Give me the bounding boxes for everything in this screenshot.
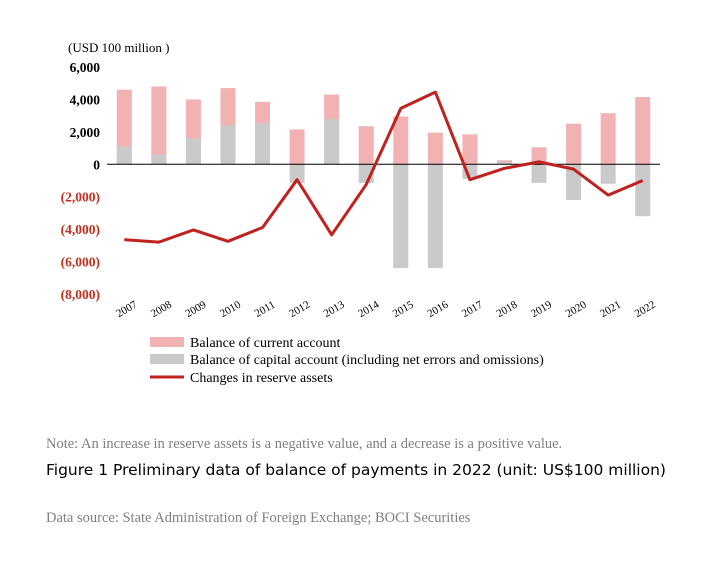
capital-account-bar-2007 — [116, 146, 132, 165]
balance-of-payments-chart: (USD 100 million ) 6,000 4,000 2,000 0 (2,00… — [61, 40, 660, 386]
y-tick-label: 2,000 — [70, 125, 101, 140]
y-tick-label: (2,000) — [61, 190, 100, 205]
current-account-bar-2021 — [600, 113, 616, 165]
x-tick-label: 2020 — [564, 298, 589, 320]
current-account-bar-2019 — [531, 147, 547, 165]
current-account-bar-2016 — [427, 132, 443, 165]
capital-account-bar-2012 — [289, 164, 305, 183]
current-account-bar-2014 — [358, 126, 374, 165]
capital-account-bar-2019 — [531, 164, 547, 183]
y-tick-label: 4,000 — [70, 92, 101, 107]
data-source: Data source: State Administration of For… — [46, 510, 471, 526]
capital-account-bars — [116, 118, 651, 269]
x-tick-label: 2019 — [529, 298, 554, 320]
capital-account-bar-2008 — [151, 154, 167, 165]
current-account-bar-2015 — [393, 116, 409, 165]
current-account-bar-2012 — [289, 129, 305, 165]
y-tick-label: 6,000 — [70, 60, 101, 75]
current-account-bar-2022 — [635, 96, 651, 165]
x-tick-label: 2017 — [460, 298, 485, 320]
figure-title: Figure 1 Preliminary data of balance of … — [46, 461, 666, 479]
x-tick-label: 2015 — [391, 298, 416, 320]
y-tick-label: (6,000) — [61, 255, 100, 270]
legend: Balance of current account Balance of ca… — [150, 336, 544, 386]
legend-swatch-current-account — [150, 337, 184, 347]
x-tick-label: 2012 — [287, 299, 312, 320]
capital-account-bar-2010 — [220, 125, 236, 165]
current-account-bar-2017 — [462, 134, 478, 165]
current-account-bar-2008 — [151, 86, 167, 165]
x-tick-label: 2008 — [149, 298, 174, 320]
x-tick-label: 2018 — [494, 298, 519, 320]
y-axis-unit-label: (USD 100 million ) — [68, 40, 169, 55]
capital-account-bar-2016 — [427, 164, 443, 269]
capital-account-bar-2009 — [185, 138, 201, 165]
legend-label-reserve-assets: Changes in reserve assets — [190, 371, 333, 386]
x-tick-label: 2022 — [633, 299, 658, 320]
capital-account-bar-2018 — [496, 161, 512, 165]
current-account-bar-2020 — [566, 123, 582, 165]
x-tick-label: 2011 — [253, 299, 278, 320]
y-axis-ticks: 6,000 4,000 2,000 0 (2,000) (4,000) (6,000) (8,… — [61, 60, 101, 302]
x-tick-label: 2007 — [114, 298, 139, 320]
x-tick-label: 2016 — [425, 298, 450, 320]
reserve-assets-line — [124, 90, 644, 244]
capital-account-bar-2013 — [324, 118, 340, 165]
x-tick-label: 2009 — [183, 298, 208, 320]
legend-label-current-account: Balance of current account — [190, 336, 341, 351]
legend-swatch-capital-account — [150, 354, 184, 364]
y-tick-label: (4,000) — [61, 222, 100, 237]
y-tick-label: 0 — [93, 157, 100, 172]
x-tick-label: 2013 — [322, 298, 347, 320]
chart-note: Note: An increase in reserve assets is a… — [46, 436, 563, 452]
current-account-bar-2007 — [116, 89, 132, 165]
capital-account-bar-2011 — [255, 122, 271, 165]
x-tick-label: 2021 — [598, 299, 623, 320]
x-tick-label: 2014 — [356, 298, 381, 320]
legend-label-capital-account: Balance of capital account (including ne… — [190, 353, 544, 368]
capital-account-bar-2015 — [393, 164, 409, 269]
y-tick-label: (8,000) — [61, 287, 100, 302]
x-axis-ticks: 2007 2008 2009 2010 2011 2012 2013 2014 2015 2016… — [114, 298, 657, 320]
capital-account-bar-2022 — [635, 164, 651, 217]
x-tick-label: 2010 — [218, 298, 243, 320]
capital-account-bar-2021 — [600, 164, 616, 184]
